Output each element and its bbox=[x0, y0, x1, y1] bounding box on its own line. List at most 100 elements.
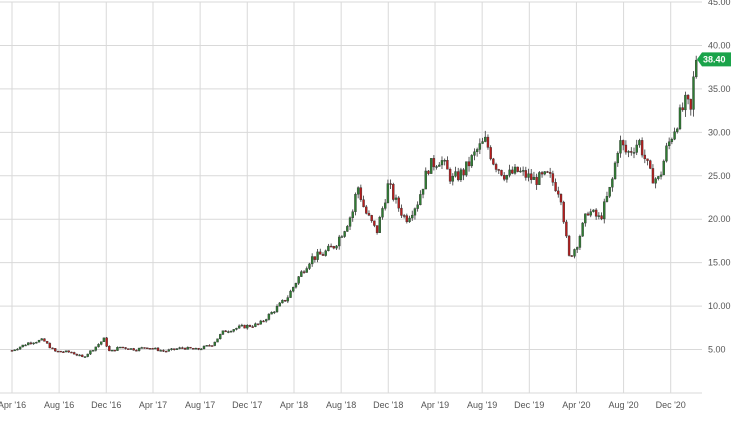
candle-body bbox=[189, 346, 192, 349]
candle-body bbox=[375, 225, 379, 233]
candle-body bbox=[118, 346, 122, 349]
candle-body bbox=[286, 297, 290, 302]
candle-body bbox=[592, 209, 595, 212]
candle-body bbox=[248, 324, 252, 327]
candle-body bbox=[219, 334, 222, 340]
candle-body bbox=[94, 346, 98, 351]
x-tick-label: Aug '16 bbox=[44, 400, 74, 410]
candle-body bbox=[402, 215, 406, 217]
candle-body bbox=[40, 338, 43, 341]
candle-body bbox=[421, 188, 425, 195]
candle-body bbox=[332, 246, 336, 249]
candle-body bbox=[359, 187, 363, 200]
candlestick-series bbox=[10, 55, 698, 358]
candle-body bbox=[108, 346, 111, 352]
candle-body bbox=[603, 201, 606, 220]
candle-body bbox=[494, 164, 498, 170]
candle-body bbox=[581, 222, 584, 237]
candle-body bbox=[205, 345, 208, 347]
candle-body bbox=[367, 213, 371, 216]
candle-body bbox=[124, 347, 127, 349]
candle-body bbox=[662, 160, 665, 176]
candle-body bbox=[237, 325, 241, 329]
candle-body bbox=[316, 251, 319, 260]
candle-body bbox=[608, 186, 611, 197]
candle-body bbox=[513, 166, 517, 174]
candle-body bbox=[492, 158, 495, 165]
candle-body bbox=[302, 271, 306, 273]
y-axis: 5.00 10.00 15.00 20.00 25.00 30.00 35.00 40.00 4… bbox=[708, 0, 731, 355]
candle-body bbox=[381, 208, 384, 218]
candle-body bbox=[443, 160, 446, 162]
candle-body bbox=[419, 194, 422, 206]
y-tick-label: 5.00 bbox=[708, 345, 726, 355]
candle-body bbox=[627, 151, 630, 153]
candle-body bbox=[181, 347, 184, 349]
candle-body bbox=[221, 330, 225, 335]
candle-body bbox=[256, 323, 260, 325]
candle-body bbox=[13, 349, 16, 352]
candle-body bbox=[486, 136, 490, 148]
candle-body bbox=[208, 345, 211, 347]
y-tick-label: 30.00 bbox=[708, 127, 731, 137]
candle-body bbox=[186, 346, 189, 350]
candle-body bbox=[278, 302, 281, 307]
candle-body bbox=[638, 140, 641, 146]
x-tick-label: Aug '19 bbox=[467, 400, 497, 410]
candle-body bbox=[202, 345, 206, 350]
candle-body bbox=[338, 236, 341, 247]
candle-body bbox=[654, 178, 657, 184]
candle-body bbox=[657, 176, 660, 179]
candle-body bbox=[530, 173, 533, 180]
candle-body bbox=[251, 326, 254, 328]
candle-body bbox=[313, 256, 317, 260]
candle-body bbox=[440, 160, 444, 166]
candle-body bbox=[459, 169, 463, 181]
candle-body bbox=[565, 221, 568, 237]
y-tick-label: 40.00 bbox=[708, 40, 731, 50]
x-tick-label: Dec '18 bbox=[373, 400, 403, 410]
candle-body bbox=[327, 245, 330, 252]
candle-body bbox=[435, 166, 438, 168]
candle-body bbox=[67, 350, 70, 353]
candle-body bbox=[305, 268, 308, 273]
x-tick-label: Apr '19 bbox=[421, 400, 449, 410]
candle-body bbox=[72, 352, 76, 355]
x-tick-label: Dec '16 bbox=[91, 400, 121, 410]
y-tick-label: 20.00 bbox=[708, 214, 731, 224]
candle-body bbox=[300, 271, 303, 277]
candle-body bbox=[324, 250, 327, 256]
candle-body bbox=[21, 344, 24, 348]
candle-body bbox=[159, 350, 162, 352]
candle-body bbox=[281, 299, 284, 304]
candle-body bbox=[611, 178, 614, 188]
candle-body bbox=[632, 152, 636, 154]
candle-body bbox=[676, 128, 679, 132]
candle-body bbox=[554, 182, 557, 192]
candle-body bbox=[386, 183, 390, 204]
candle-body bbox=[481, 141, 484, 144]
candle-body bbox=[175, 348, 179, 350]
last-price-badge-shape bbox=[697, 52, 731, 67]
candle-body bbox=[51, 347, 54, 350]
candle-body bbox=[570, 255, 573, 257]
candle-body bbox=[673, 131, 676, 140]
candle-body bbox=[178, 347, 181, 349]
candle-body bbox=[127, 348, 130, 350]
y-tick-label: 10.00 bbox=[708, 301, 731, 311]
candle-body bbox=[227, 331, 230, 333]
candle-body bbox=[229, 331, 233, 333]
candle-body bbox=[29, 342, 33, 344]
candle-body bbox=[643, 154, 647, 160]
candle-body bbox=[346, 226, 349, 232]
candle-body bbox=[546, 171, 549, 173]
candle-body bbox=[89, 350, 92, 355]
candle-body bbox=[540, 172, 544, 175]
candle-body bbox=[416, 204, 419, 209]
candle-body bbox=[59, 350, 62, 353]
candle-body bbox=[389, 183, 392, 185]
candle-body bbox=[356, 187, 360, 195]
candle-body bbox=[354, 194, 357, 212]
candle-body bbox=[267, 313, 271, 320]
candle-body bbox=[484, 136, 487, 142]
